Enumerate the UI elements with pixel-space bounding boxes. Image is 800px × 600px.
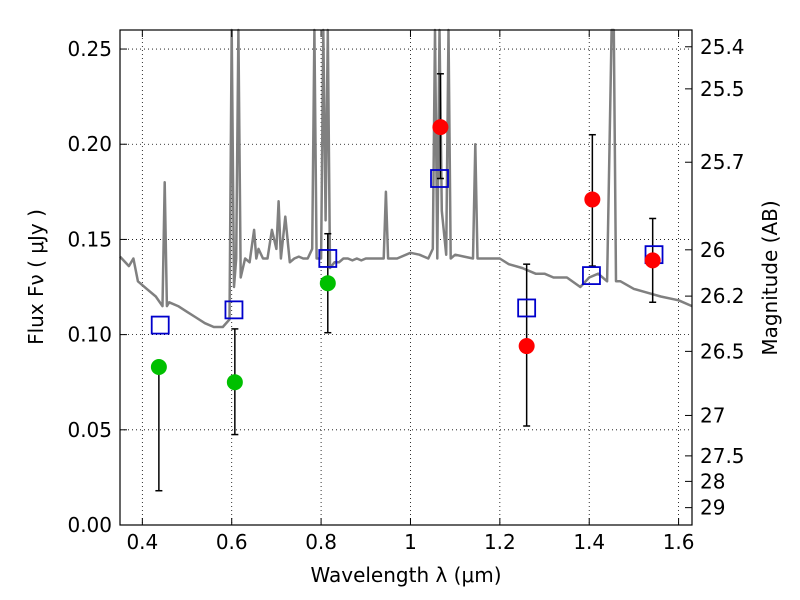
y2-tick-label: 27.5 [700, 444, 745, 468]
plot-frame [119, 29, 693, 526]
model-square-marker [150, 315, 170, 335]
data-circle-marker [644, 252, 661, 269]
spectrum-line [119, 28, 693, 329]
x-tick-label: 0.4 [126, 530, 158, 554]
model-square-marker [430, 169, 449, 188]
x-tick-label: 1 [404, 530, 417, 554]
y2-tick-label: 26.5 [700, 339, 745, 363]
model-square-marker [517, 298, 537, 318]
model-square-marker [318, 249, 338, 268]
y2-tick-label: 29 [700, 496, 725, 520]
y2-tick-label: 25.5 [700, 77, 745, 101]
spectrum-layer [119, 28, 693, 329]
model-square-marker [582, 266, 601, 285]
y-tick-label: 0.10 [67, 323, 112, 347]
tick-layer: 0.4 0.6 0.8 1 1.2 1.4 1.6 0.00 0.05 0.10 0.15 0.20 0… [67, 30, 745, 554]
y2-tick-label: 25.7 [700, 150, 745, 174]
x-tick-label: 1.2 [484, 530, 516, 554]
y2-tick-label: 26 [700, 238, 725, 262]
y2-tick-label: 26.2 [700, 284, 745, 308]
x-tick-label: 1.4 [573, 530, 605, 554]
model-square-marker [224, 300, 244, 320]
y-tick-label: 0.15 [67, 227, 112, 251]
x-tick-label: 0.8 [305, 530, 337, 554]
y-axis-label: Flux Fν ( μJy ) [24, 209, 48, 345]
data-circle-marker [584, 191, 601, 208]
y-tick-label: 0.00 [67, 513, 112, 537]
x-tick-label: 1.6 [663, 530, 695, 554]
marker-layer [150, 119, 664, 391]
data-circle-marker [518, 338, 535, 355]
y-tick-label: 0.05 [67, 418, 112, 442]
data-circle-marker [150, 358, 167, 375]
x-axis-label: Wavelength λ (μm) [310, 563, 501, 587]
y2-tick-label: 25.4 [700, 35, 745, 59]
y2-tick-label: 27 [700, 403, 725, 427]
data-circle-marker [319, 275, 336, 292]
y2-tick-label: 28 [700, 469, 725, 493]
data-circle-marker [226, 374, 243, 391]
y-tick-label: 0.25 [67, 37, 112, 61]
y-tick-label: 0.20 [67, 132, 112, 156]
data-circle-marker [432, 119, 449, 136]
y2-axis-label: Magnitude (AB) [758, 200, 782, 355]
x-tick-label: 0.6 [216, 530, 248, 554]
